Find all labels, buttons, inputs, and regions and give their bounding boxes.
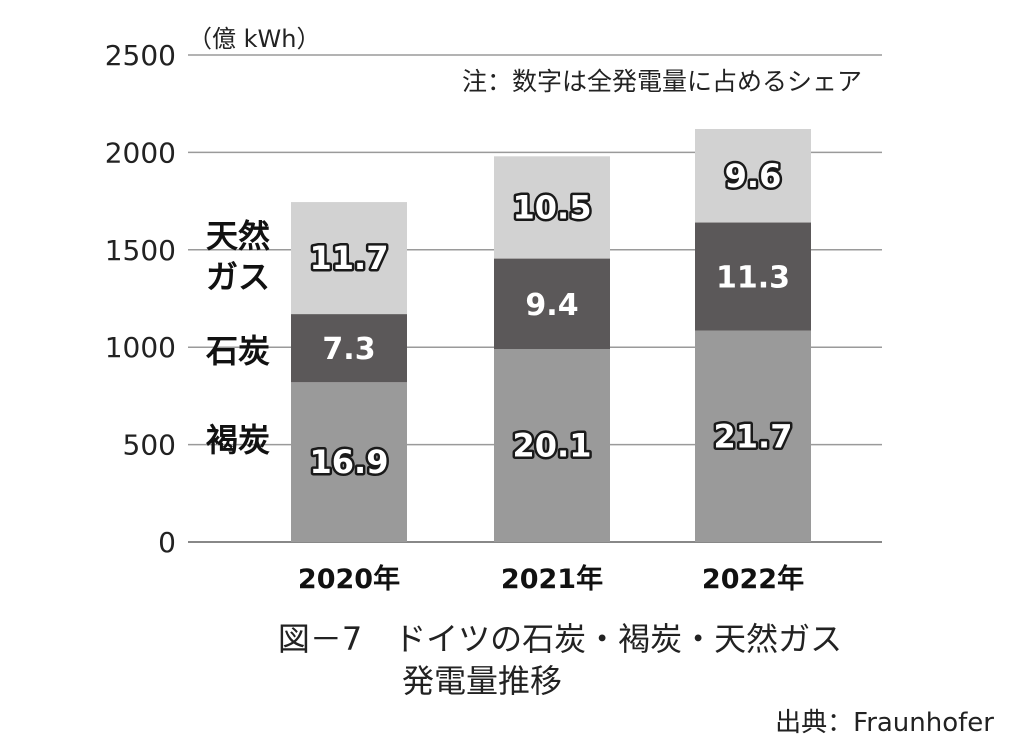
y-tick-label: 1500 bbox=[105, 234, 176, 267]
data-label: 16.9 bbox=[310, 443, 389, 481]
y-tick-label: 500 bbox=[123, 429, 176, 462]
x-axis-ticks: 2020年 2021年 2022年 bbox=[298, 563, 804, 595]
y-tick-label: 2000 bbox=[105, 136, 176, 169]
data-label: 9.4 bbox=[525, 288, 578, 323]
series-label: ガス bbox=[206, 258, 270, 296]
data-label: 11.7 bbox=[310, 239, 389, 277]
chart-note: 注：数字は全発電量に占めるシェア bbox=[462, 67, 862, 96]
bar-segment-褐炭 bbox=[695, 330, 811, 542]
bars bbox=[291, 129, 811, 542]
bar-segment-石炭 bbox=[291, 314, 407, 383]
x-tick-label: 2022年 bbox=[702, 563, 804, 595]
data-label: 20.1 bbox=[513, 427, 592, 465]
y-tick-label: 1000 bbox=[105, 331, 176, 364]
source-credit: 出典：Fraunhofer bbox=[775, 708, 994, 738]
series-label: 天然 bbox=[206, 217, 270, 255]
bar-segment-天然ガス bbox=[291, 202, 407, 315]
x-tick-label: 2020年 bbox=[298, 563, 400, 595]
bar-segment-褐炭 bbox=[291, 382, 407, 542]
data-label: 10.5 bbox=[513, 188, 592, 226]
y-axis-unit: （億 kWh） bbox=[188, 25, 320, 53]
bar-segment-石炭 bbox=[695, 222, 811, 331]
y-axis-ticks: 0 500 1000 1500 2000 2500 bbox=[105, 39, 176, 559]
figure-caption-line1: 図－7 ドイツの石炭・褐炭・天然ガス bbox=[277, 620, 843, 658]
data-label: 21.7 bbox=[714, 417, 793, 455]
figure-caption-line2: 発電量推移 bbox=[401, 662, 562, 700]
series-label: 石炭 bbox=[205, 332, 270, 370]
x-tick-label: 2021年 bbox=[501, 563, 603, 595]
data-labels: 16.9 7.3 11.7 20.1 9.4 10.5 21.7 11.3 9.6 bbox=[307, 154, 795, 483]
y-tick-label: 2500 bbox=[105, 39, 176, 72]
bar-segment-天然ガス bbox=[494, 156, 610, 259]
bar-segment-褐炭 bbox=[494, 349, 610, 542]
bar-segment-天然ガス bbox=[695, 129, 811, 223]
data-label: 9.6 bbox=[725, 157, 782, 195]
y-tick-label: 0 bbox=[158, 526, 176, 559]
data-label: 11.3 bbox=[716, 261, 790, 296]
bar-segment-石炭 bbox=[494, 258, 610, 350]
series-label: 褐炭 bbox=[206, 421, 270, 459]
data-label: 7.3 bbox=[322, 332, 375, 367]
